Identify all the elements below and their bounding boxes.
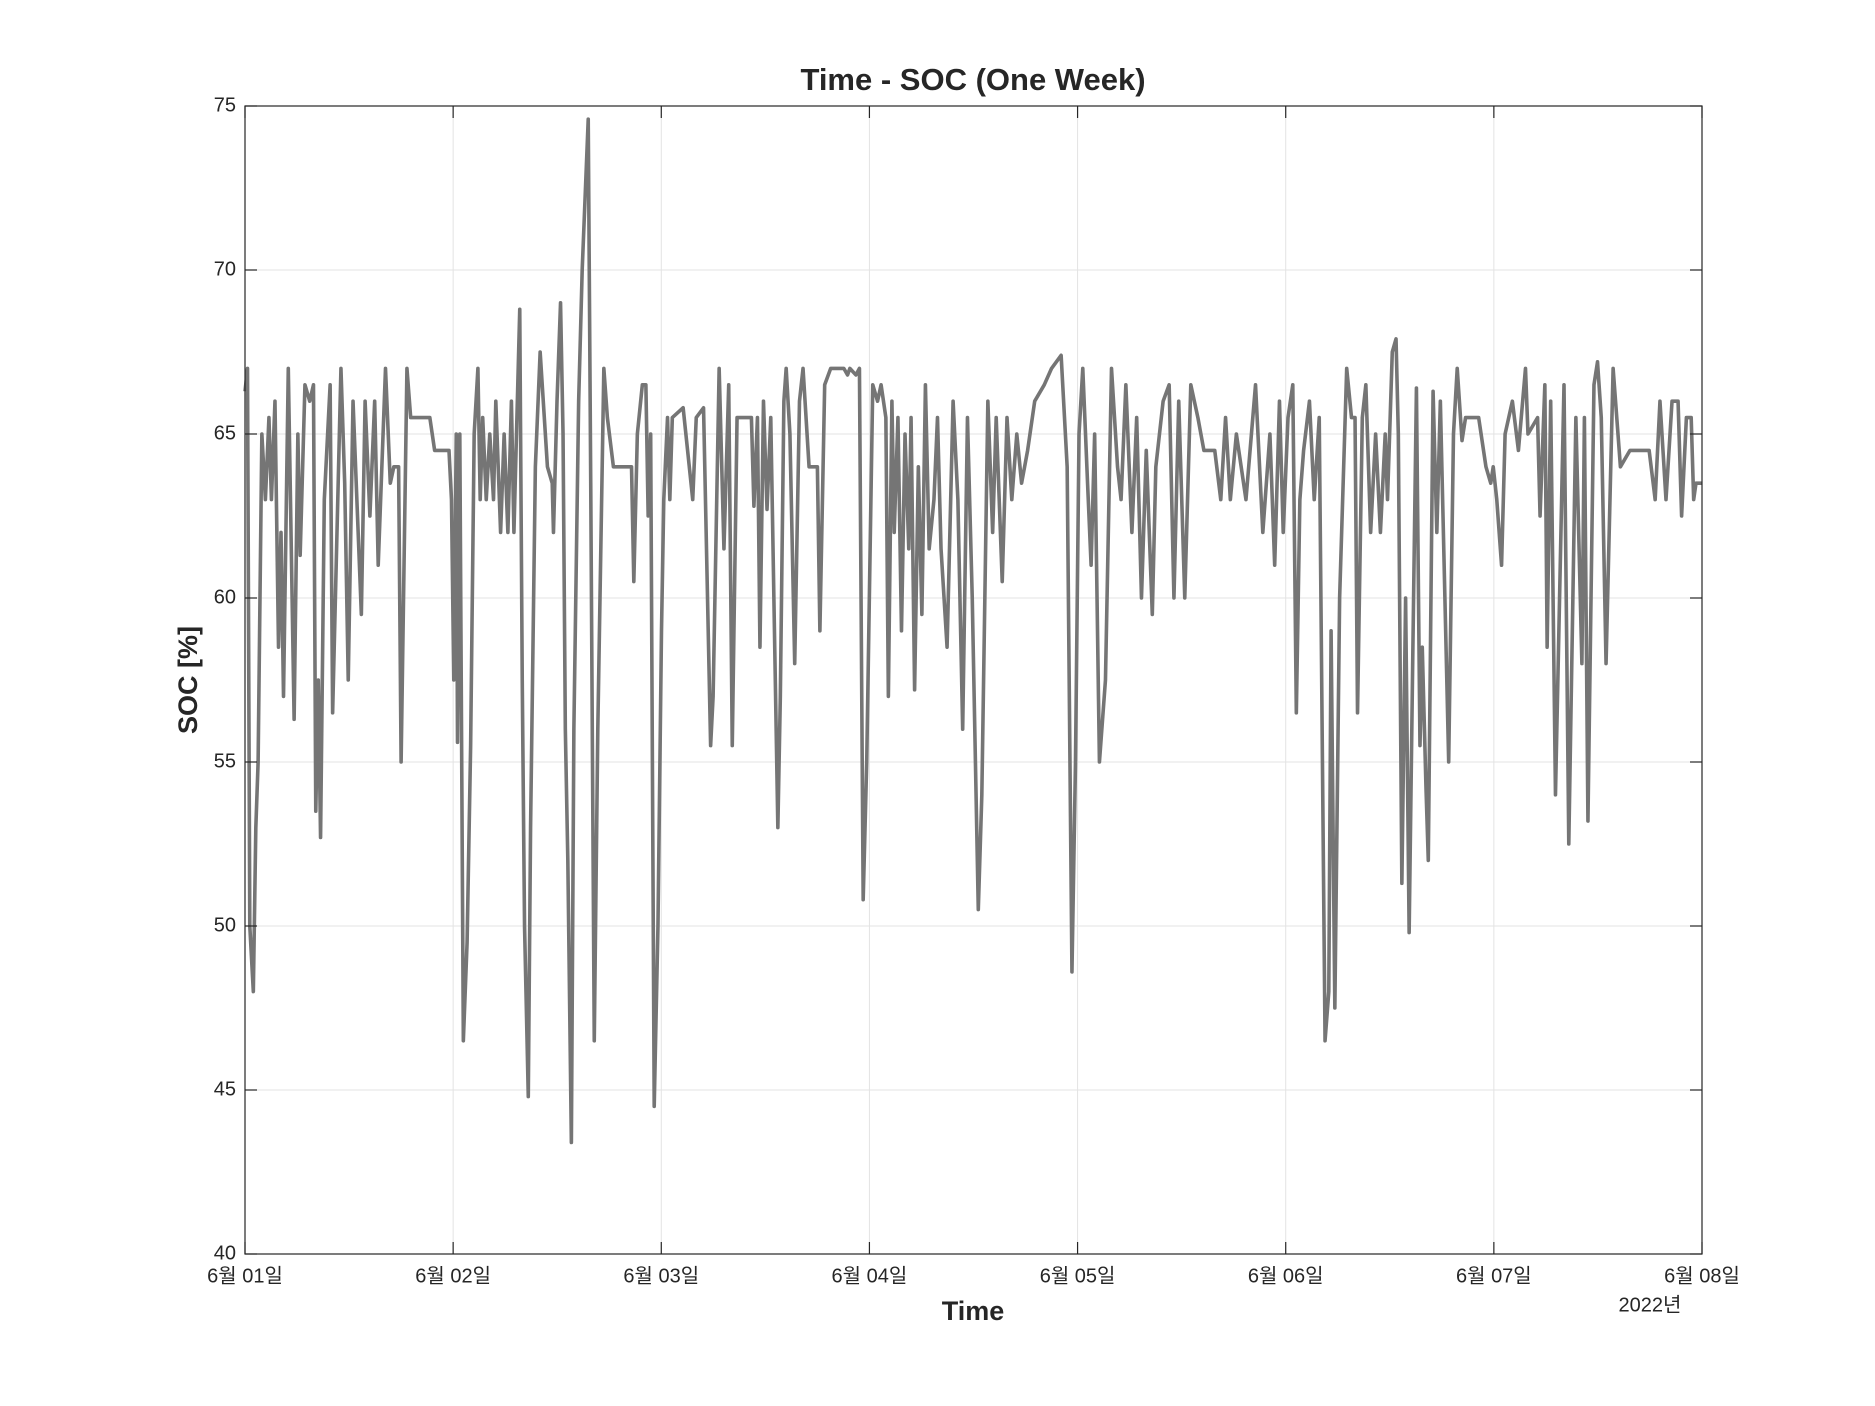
ticks: 40 45 50 55 60 65 70 75 6월 01일 6월 02일 6월 03일 6월 04일… bbox=[207, 94, 1740, 1287]
y-tick-label: 70 bbox=[214, 258, 236, 280]
x-tick-label: 6월 02일 bbox=[415, 1264, 491, 1287]
y-tick-label: 65 bbox=[214, 422, 236, 444]
y-tick-label: 45 bbox=[214, 1078, 236, 1100]
data-line bbox=[243, 117, 1702, 1145]
x-tick-label: 6월 05일 bbox=[1040, 1264, 1116, 1287]
plot-area bbox=[243, 117, 1702, 1145]
y-tick-label: 75 bbox=[214, 94, 236, 116]
axes-box bbox=[244, 105, 1703, 1255]
x-axis-label: Time bbox=[942, 1296, 1005, 1326]
x-secondary-label: 2022년 bbox=[1619, 1293, 1682, 1316]
y-tick-label: 60 bbox=[214, 586, 236, 608]
y-tick-label: 55 bbox=[214, 750, 236, 772]
chart-title: Time - SOC (One Week) bbox=[800, 62, 1145, 97]
x-tick-label: 6월 07일 bbox=[1456, 1264, 1532, 1287]
x-tick-label: 6월 08일 bbox=[1664, 1264, 1740, 1287]
x-tick-label: 6월 01일 bbox=[207, 1264, 283, 1287]
y-tick-label: 40 bbox=[214, 1242, 236, 1264]
y-tick-label: 50 bbox=[214, 914, 236, 936]
x-tick-label: 6월 03일 bbox=[623, 1264, 699, 1287]
x-tick-label: 6월 06일 bbox=[1248, 1264, 1324, 1287]
y-axis-label: SOC [%] bbox=[173, 626, 203, 734]
x-tick-label: 6월 04일 bbox=[832, 1264, 908, 1287]
